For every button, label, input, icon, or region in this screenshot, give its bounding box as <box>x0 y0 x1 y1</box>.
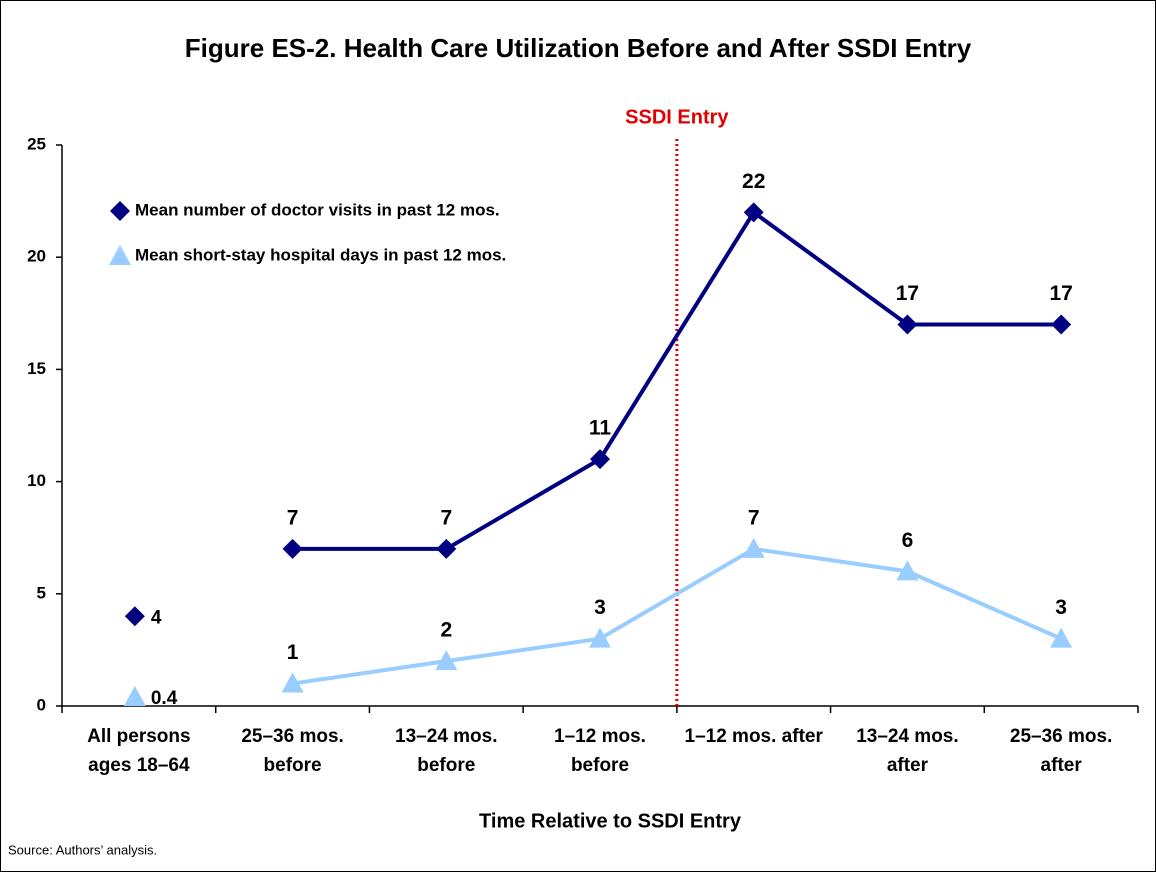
point <box>1050 627 1073 648</box>
series-line <box>292 546 1062 686</box>
y-tick-label: 5 <box>37 583 46 602</box>
data-label: 17 <box>896 282 919 305</box>
x-tick-label: 25–36 mos. after <box>1009 726 1113 776</box>
data-label: 7 <box>440 506 452 529</box>
data-label: 22 <box>742 170 765 193</box>
data-label: 2 <box>440 619 452 642</box>
source-note: Source: Authors’ analysis. <box>8 842 157 857</box>
point <box>743 202 764 223</box>
y-tick-label: 15 <box>27 359 46 378</box>
point <box>1051 314 1072 335</box>
x-tick-label: 13–24 mos. before <box>395 726 498 776</box>
annotation: SSDI Entry <box>625 106 729 128</box>
point <box>110 201 130 221</box>
data-label: 6 <box>902 529 914 552</box>
point <box>124 606 145 627</box>
data-label: 1 <box>287 641 299 664</box>
point <box>896 560 919 581</box>
chart-title: Figure ES-2. Health Care Utilization Bef… <box>185 33 972 63</box>
data-label: 17 <box>1049 282 1072 305</box>
data-label: 7 <box>287 506 299 529</box>
y-tick-label: 10 <box>27 471 46 490</box>
point <box>436 538 457 559</box>
data-label: 3 <box>594 596 606 619</box>
y-tick-label: 25 <box>27 134 46 153</box>
legend-label: Mean short-stay hospital days in past 12… <box>135 245 506 264</box>
x-tick-label: 13–24 mos. after <box>856 726 959 776</box>
point <box>281 672 304 693</box>
legend-label: Mean number of doctor visits in past 12 … <box>135 200 500 219</box>
x-tick-label: All persons ages 18–64 <box>87 726 191 776</box>
series-line <box>292 210 1062 551</box>
point <box>589 627 611 648</box>
y-tick-label: 0 <box>37 695 46 714</box>
x-tick-label: 1–12 mos. before <box>554 726 646 776</box>
point <box>590 449 610 470</box>
data-label: 4 <box>151 607 162 628</box>
point <box>897 314 918 335</box>
point <box>109 245 131 265</box>
data-label: 11 <box>589 417 612 440</box>
data-label: 0.4 <box>151 688 178 709</box>
point <box>282 538 303 559</box>
data-label: 7 <box>748 506 760 529</box>
x-axis-label: Time Relative to SSDI Entry <box>479 810 742 832</box>
y-tick-label: 20 <box>27 247 46 266</box>
x-tick-label: 1–12 mos. after <box>684 726 823 747</box>
data-label: 3 <box>1055 596 1067 619</box>
x-tick-label: 25–36 mos. before <box>241 726 344 776</box>
point <box>742 537 765 558</box>
point <box>123 686 146 707</box>
point <box>435 650 458 671</box>
